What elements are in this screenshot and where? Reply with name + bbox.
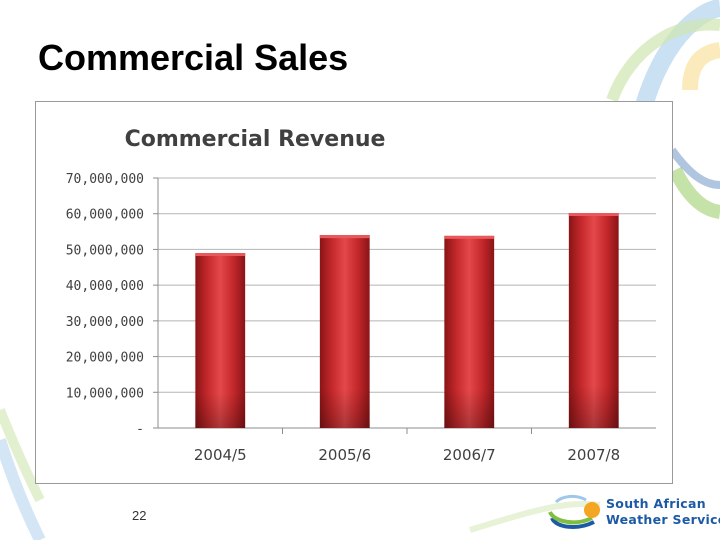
x-tick-label: 2004/5: [194, 446, 247, 464]
y-tick-label: 60,000,000: [66, 208, 144, 223]
y-tick-label: 20,000,000: [66, 351, 144, 366]
bar-shade: [195, 253, 246, 428]
revenue-bar-chart: Commercial Revenue - 10,000,000 20,000,000…: [66, 127, 656, 464]
y-tick-label: 10,000,000: [66, 386, 144, 401]
y-tick-label: 40,000,000: [66, 279, 144, 294]
x-tick-label: 2006/7: [443, 446, 496, 464]
x-tick-label: 2005/6: [318, 446, 371, 464]
logo-line-1: South African: [606, 496, 706, 511]
logo-line-2: Weather Service: [606, 512, 720, 527]
y-tick-label: 30,000,000: [66, 315, 144, 330]
bar-top-highlight: [444, 235, 495, 239]
chart-title: Commercial Revenue: [125, 127, 386, 152]
x-tick-label: 2007/8: [567, 446, 620, 464]
bar-top-highlight: [568, 213, 619, 216]
bar-top-highlight: [319, 235, 370, 239]
y-tick-label: 70,000,000: [66, 172, 144, 187]
bar-top-highlight: [195, 253, 246, 256]
slide-title: Commercial Sales: [38, 37, 349, 78]
bar-shade: [319, 235, 370, 428]
chart-frame: Commercial Revenue - 10,000,000 20,000,000…: [35, 101, 673, 484]
logo-wordmark: South African Weather Service: [606, 496, 720, 528]
bar-shade: [444, 235, 495, 428]
swasa-logo-icon: [548, 494, 600, 529]
y-tick-label: -: [136, 422, 144, 437]
y-tick-label: 50,000,000: [66, 243, 144, 258]
page-number: 22: [132, 508, 147, 523]
bar-shade: [568, 213, 619, 428]
